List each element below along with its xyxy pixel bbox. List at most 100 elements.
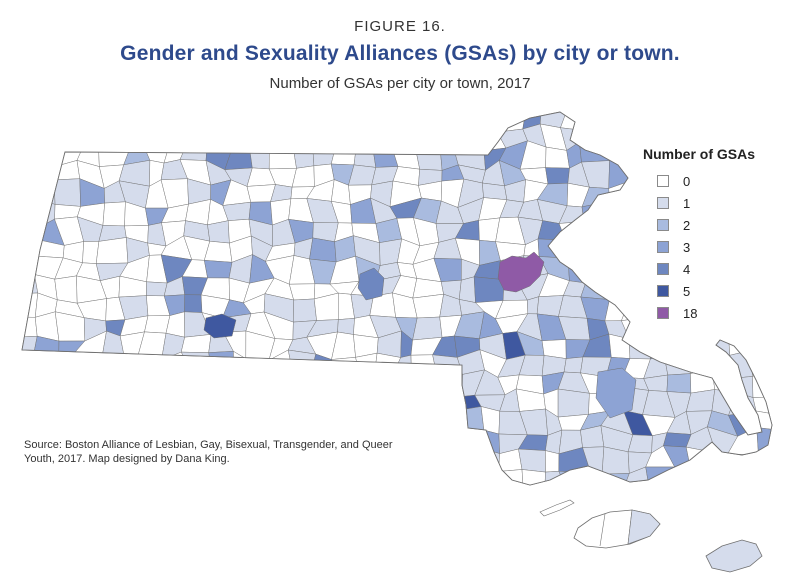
legend-swatch	[657, 219, 669, 231]
town-shape	[292, 391, 311, 418]
town-shape	[54, 125, 85, 146]
town-shape	[690, 368, 716, 394]
town-shape	[751, 238, 772, 263]
town-shape	[185, 369, 212, 395]
town-shape	[204, 260, 233, 279]
town-shape	[498, 469, 524, 485]
town-shape	[579, 141, 610, 163]
town-shape	[347, 469, 377, 485]
town-shape	[795, 332, 800, 352]
town-shape	[625, 112, 647, 132]
town-shape	[138, 465, 167, 485]
town-shape	[22, 357, 44, 377]
town-shape	[335, 123, 358, 145]
town-shape	[752, 112, 772, 130]
town-shape	[356, 123, 380, 147]
town-shape	[666, 373, 692, 394]
town-shape	[482, 182, 508, 201]
town-shape	[74, 351, 107, 379]
town-shape	[770, 311, 772, 339]
town-shape	[22, 221, 43, 240]
town-shape	[750, 298, 772, 315]
town-shape	[164, 409, 189, 436]
town-shape	[208, 351, 234, 374]
town-shape	[768, 238, 772, 265]
town-shape	[207, 220, 230, 244]
legend-label: 5	[683, 283, 691, 299]
town-shape	[75, 112, 106, 127]
town-shape	[767, 278, 772, 299]
town-shape	[22, 255, 37, 275]
town-shape	[337, 318, 355, 335]
town-shape	[33, 390, 64, 413]
legend-item-18: 18	[643, 302, 755, 324]
town-shape	[227, 409, 253, 430]
town-shape	[22, 179, 37, 201]
town-shape	[372, 123, 395, 149]
town-shape	[356, 112, 380, 125]
town-shape	[101, 412, 126, 436]
town-shape	[440, 433, 456, 453]
town-shape	[163, 371, 193, 391]
town-shape	[53, 178, 81, 207]
town-shape	[565, 238, 592, 261]
legend-item-3: 3	[643, 236, 755, 258]
town-shape	[412, 293, 444, 319]
town-shape	[184, 294, 203, 313]
town-shape	[331, 112, 359, 128]
legend-item-5: 5	[643, 280, 755, 302]
town-shape	[370, 389, 399, 417]
town-shape	[457, 464, 486, 485]
legend-item-1: 1	[643, 192, 755, 214]
town-shape	[147, 389, 166, 417]
town-shape	[714, 452, 728, 471]
town-shape	[748, 334, 772, 351]
town-shape	[163, 112, 189, 132]
town-shape	[755, 178, 772, 202]
town-shape	[643, 112, 671, 132]
town-shape	[98, 374, 129, 399]
town-shape	[163, 389, 189, 417]
town-shape	[54, 112, 80, 131]
town-shape	[205, 409, 229, 430]
town-shape	[102, 201, 126, 227]
town-shape	[75, 374, 107, 398]
town-shape	[752, 368, 772, 398]
town-shape	[185, 389, 211, 416]
legend-label: 18	[683, 305, 698, 321]
town-shape	[435, 372, 463, 397]
town-shape	[790, 126, 800, 151]
town-shape	[791, 373, 800, 398]
town-shape	[770, 125, 772, 146]
town-shape	[600, 219, 627, 243]
state-outline	[21, 111, 773, 486]
legend-label: 1	[683, 195, 691, 211]
town-shape	[789, 297, 800, 319]
town-shape	[249, 396, 272, 414]
town-shape	[248, 368, 268, 399]
town-shape	[287, 349, 317, 379]
town-shape	[248, 123, 270, 143]
town-shape	[411, 372, 443, 396]
town-shape	[209, 369, 234, 397]
town-shape	[370, 112, 396, 132]
town-shape	[518, 448, 546, 473]
town-shape	[690, 470, 716, 485]
town-shape	[349, 389, 379, 411]
town-shape	[751, 144, 772, 163]
map-title: Gender and Sexuality Alliances (GSAs) by…	[120, 42, 680, 65]
town-shape	[393, 371, 423, 396]
town-shape	[97, 122, 130, 152]
town-shape	[694, 112, 716, 132]
town-shape	[394, 112, 423, 132]
town-shape	[580, 282, 612, 300]
town-shape	[33, 370, 64, 393]
town-shape	[308, 391, 339, 417]
town-shape	[412, 126, 441, 146]
town-shape	[663, 332, 692, 361]
legend-item-4: 4	[643, 258, 755, 280]
town-shape	[62, 407, 86, 435]
town-shape	[22, 146, 40, 171]
town-shape	[751, 161, 772, 182]
